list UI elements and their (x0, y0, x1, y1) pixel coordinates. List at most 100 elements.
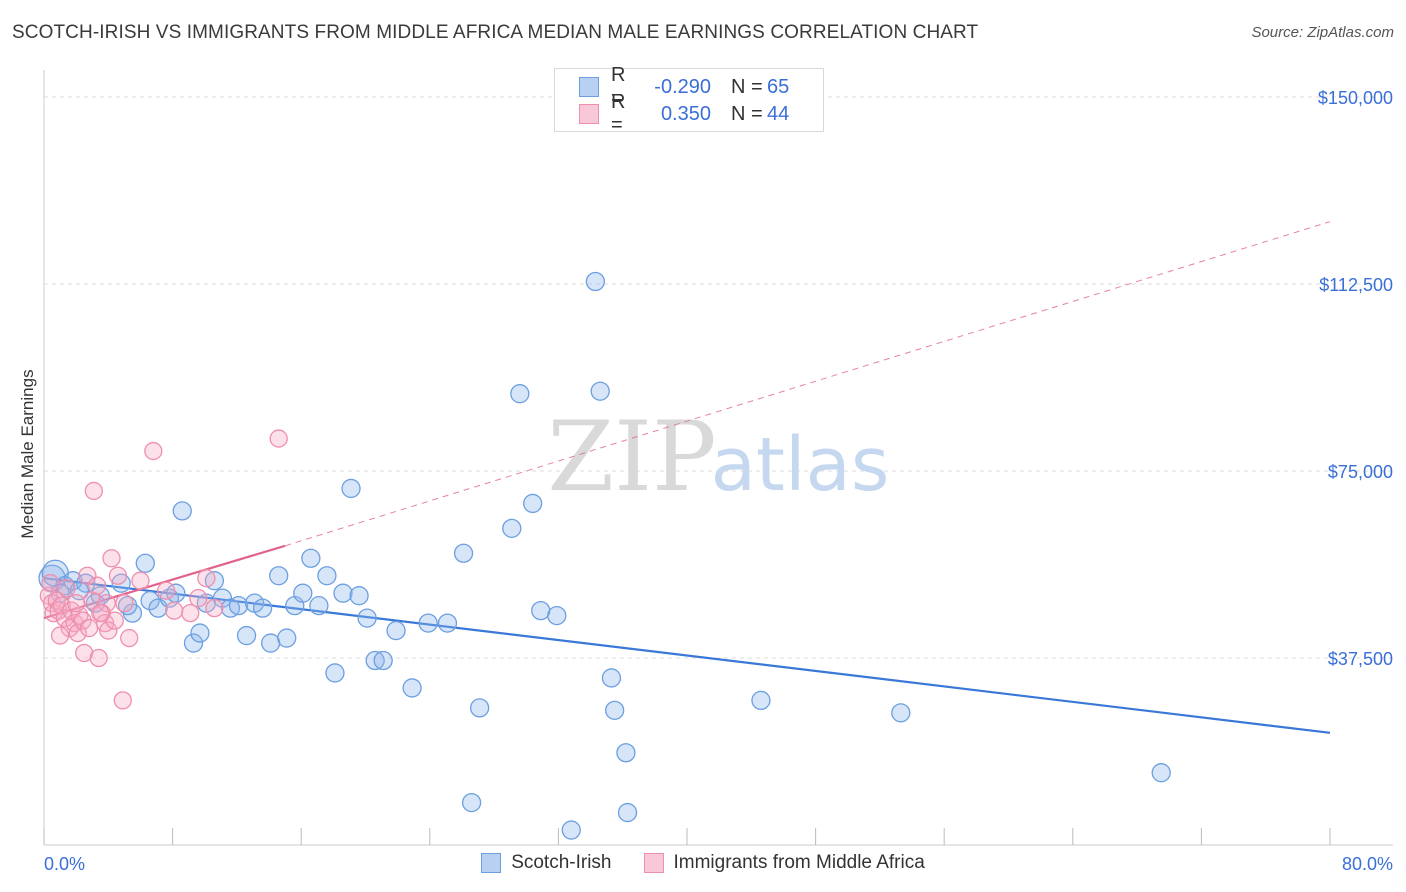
scotch-irish-point (523, 493, 543, 514)
scotch-irish-point (561, 820, 581, 840)
scotch-irish-point (386, 620, 406, 641)
series-legend: Scotch-Irish Immigrants from Middle Afri… (0, 852, 1406, 874)
scotch-irish-point (547, 605, 567, 626)
legend-n-value: 65 (767, 75, 790, 98)
scotch-irish-point (333, 583, 353, 603)
legend-row-middle-africa: R = 0.350 N = 44 (579, 91, 790, 136)
source-label: Source: ZipAtlas.com (1251, 24, 1394, 41)
scotch-irish-point (585, 271, 606, 292)
scotch-irish-point (301, 548, 321, 568)
scotch-irish-point (1151, 763, 1171, 783)
middle-africa-point (105, 611, 124, 630)
middle-africa-point (157, 581, 176, 600)
grid-lines (44, 96, 1393, 659)
middle-africa-point (120, 628, 139, 648)
middle-africa-point (197, 569, 216, 588)
scotch-irish-point (293, 583, 313, 603)
watermark-atlas: atlas (711, 422, 890, 508)
scotch-irish-point (891, 703, 911, 723)
middle-africa-point (115, 593, 134, 613)
y-tick-labels: $37,500 $75,000 $112,500 $150,000 (1318, 88, 1393, 669)
legend-n-label: N = (731, 102, 763, 125)
legend-label: Immigrants from Middle Africa (673, 852, 925, 873)
legend-r-label: R = (611, 64, 626, 109)
middle-africa-point (102, 549, 121, 568)
axes (43, 70, 1393, 846)
scotch-irish-trendline (43, 577, 1331, 734)
scotch-irish-point (510, 384, 530, 404)
scotch-irish-point (357, 608, 377, 628)
middle-africa-point (49, 601, 68, 620)
legend-label: Scotch-Irish (511, 852, 612, 873)
scotch-irish-point (469, 698, 490, 718)
legend-n-label: N = (731, 75, 763, 98)
legend-item-middle-africa[interactable]: Immigrants from Middle Africa (643, 852, 925, 874)
middle-africa-point (131, 571, 150, 590)
legend-row-scotch-irish: R = -0.290 N = 65 (579, 64, 790, 109)
scotch-irish-point (261, 633, 281, 653)
middle-africa-point (84, 481, 103, 501)
scotch-irish-point (617, 802, 638, 823)
y-tick-label: $150,000 (1318, 88, 1393, 108)
scotch-irish-point (135, 553, 155, 573)
middle-africa-point (165, 601, 184, 620)
legend-r-label: R = (611, 91, 626, 136)
legend-item-scotch-irish[interactable]: Scotch-Irish (481, 852, 612, 874)
y-tick-label: $75,000 (1328, 462, 1393, 482)
scotch-irish-point (531, 600, 551, 621)
scotch-irish-point (751, 690, 771, 711)
scotch-irish-point (461, 792, 482, 813)
legend-r-value: 0.350 (660, 102, 711, 125)
legend-n-value: 44 (767, 102, 790, 125)
middle-africa-point (79, 618, 99, 638)
watermark-zip: ZIP (547, 401, 716, 513)
legend-swatch-pink (579, 104, 599, 124)
y-axis-title: Median Male Earnings (18, 369, 37, 538)
middle-africa-point (269, 429, 288, 448)
middle-africa-point (113, 691, 132, 710)
scotch-irish-point (190, 623, 210, 643)
scotch-irish-point (309, 595, 329, 616)
legend-swatch-blue (481, 853, 502, 873)
scotch-irish-point (317, 566, 337, 586)
scotch-irish-point (590, 381, 610, 401)
middle-africa-point (75, 643, 94, 663)
y-tick-label: $112,500 (1319, 275, 1393, 295)
scotch-irish-point (402, 678, 422, 698)
middle-africa-point (91, 603, 110, 623)
correlation-legend: R = -0.290 N = 65 R = 0.350 N = 44 (554, 64, 824, 136)
middle-africa-point (144, 441, 163, 461)
scotch-irish-point (228, 595, 249, 616)
legend-r-value: -0.290 (654, 75, 711, 98)
x-tick-label-max: 80.0% (1342, 854, 1393, 874)
scotch-irish-point (341, 478, 361, 499)
scotch-irish-point (365, 650, 385, 671)
scotch-irish-point (252, 598, 273, 618)
scotch-irish-point (325, 663, 345, 683)
middle-africa-point (67, 593, 86, 613)
middle-africa-point (108, 566, 128, 585)
middle-africa-point (181, 603, 200, 623)
scotch-irish-point (373, 650, 393, 671)
middle-africa-point (87, 576, 107, 595)
scotch-irish-point (172, 501, 192, 521)
scotch-irish-point (76, 573, 96, 593)
scotch-irish-point (616, 743, 636, 763)
scotch-irish-point (277, 628, 297, 648)
data-points (38, 271, 1171, 840)
scotch-irish-point (349, 586, 369, 606)
chart-title: SCOTCH-IRISH VS IMMIGRANTS FROM MIDDLE A… (12, 22, 979, 43)
middle-africa-point (99, 621, 118, 640)
y-tick-label: $37,500 (1328, 649, 1393, 669)
scotch-irish-point (605, 700, 625, 721)
scotch-irish-point (437, 613, 458, 633)
legend-swatch-pink (643, 853, 664, 873)
middle-africa-point (189, 589, 208, 608)
middle-africa-point (89, 648, 108, 668)
scotch-irish-point (236, 625, 257, 646)
middle-africa-point (55, 608, 75, 628)
x-tick-label-min: 0.0% (44, 854, 85, 874)
legend-swatch-blue (579, 77, 599, 97)
middle-africa-point (97, 593, 116, 613)
scotch-irish-point (183, 633, 204, 653)
